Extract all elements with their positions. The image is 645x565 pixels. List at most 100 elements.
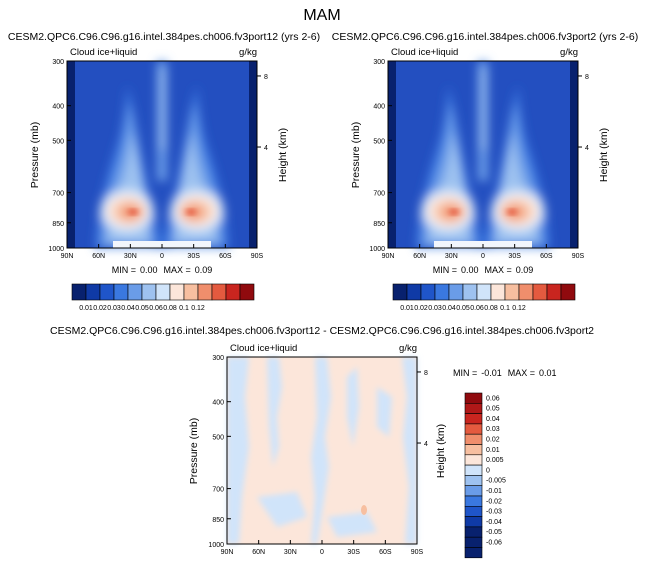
panel-3-colorbar-label: 0	[486, 467, 490, 474]
panel-1-colorbar-box	[197, 283, 213, 301]
panel-3-colorbar-label: 0.005	[486, 457, 504, 464]
panel-1-ytick-label: 700	[52, 191, 64, 198]
panel-2-y2tick-label: 4	[585, 145, 589, 152]
panel-3-colorbar-box	[464, 475, 483, 486]
panel-1-ytick-label: 500	[52, 138, 64, 145]
panel-3-ytick-label: 1000	[208, 542, 224, 549]
panel-1-y2tick-label: 8	[264, 74, 268, 81]
panel-3-ylabel: Pressure (mb)	[188, 418, 200, 485]
panel-3-colorbar-label: 0.03	[486, 426, 500, 433]
panel-2-colorbar-label: 0.02	[414, 305, 428, 312]
panel-2-xtick-label: 0	[481, 253, 485, 260]
panel-2-xtick-label: 60S	[540, 253, 553, 260]
panel-3-colorbar-box	[464, 536, 483, 548]
panel-3-colorbar-box	[464, 433, 483, 445]
panel-2-y2label: Height (km)	[598, 128, 610, 182]
panel-2-colorbar-box	[420, 283, 436, 301]
panel-1-colorbar-label: 0.02	[93, 305, 107, 312]
panel-2-stats: MIN = 0.00 MAX = 0.09	[433, 265, 534, 275]
panel-3-colorbar-box	[464, 413, 483, 425]
panel-3-colorbar-label: -0.06	[486, 540, 502, 547]
panel-2-ylabel: Pressure (mb)	[350, 122, 362, 189]
panel-2-colorbar-label: 0.04	[442, 305, 456, 312]
panel-2-ytick-label: 700	[373, 191, 385, 198]
panel-3-y2tick-label: 8	[424, 370, 428, 377]
panel-1-xtick-label: 60S	[219, 253, 232, 260]
panel-2-heatmap	[388, 61, 578, 248]
panel-2-xtick-label: 30N	[445, 253, 458, 260]
panel-2-colorbar-label: 0.06	[470, 305, 484, 312]
panel-3-colorbar: 0.06 0.05 0.04 0.03 0.02 0.01 0.005 0 -0.005 -0.0…	[464, 392, 506, 559]
panel-2-y2tick-label: 8	[585, 74, 589, 81]
panel-2-colorbar-box	[560, 283, 576, 301]
panel-2-colorbar-box	[532, 283, 548, 301]
panel-3-colorbar-box	[464, 464, 483, 476]
panel-3-y2-ticks: 84	[417, 370, 428, 448]
panel-2-colorbar-label: 0.1	[500, 305, 510, 312]
panel-3-xtick-label: 30S	[347, 549, 360, 556]
panel-2-ytick-label: 300	[373, 59, 385, 66]
panel-2-colorbar-box	[392, 283, 408, 301]
panel-1: CESM2.QPC6.C96.C96.g16.intel.384pes.ch00…	[8, 31, 320, 312]
panel-2-xtick-label: 90N	[382, 253, 395, 260]
panel-2-y-ticks: 300 400 500 700 850 1000	[369, 59, 392, 253]
panel-1-ytick-label: 400	[52, 104, 64, 111]
panel-2-y2-ticks: 84	[578, 74, 589, 152]
panel-3-ytick-label: 500	[212, 434, 224, 441]
panel-3-heatmap	[227, 357, 417, 544]
panel-2-colorbar-label: 0.08	[484, 305, 498, 312]
panel-1-xtick-label: 90N	[61, 253, 74, 260]
panel-2-colorbar-box	[518, 283, 534, 301]
panel-3-colorbar-label: -0.05	[486, 529, 502, 536]
panel-2-units: g/kg	[560, 47, 578, 58]
panel-1-colorbar: 0.01 0.02 0.03 0.04 0.05 0.06 0.08 0.1 0.12	[71, 283, 255, 312]
panel-1-xtick-label: 90S	[251, 253, 264, 260]
panel-2-ytick-label: 850	[373, 221, 385, 228]
panel-1-colorbar-box	[169, 283, 185, 301]
panel-1-xtick-label: 30S	[187, 253, 200, 260]
panel-3-ytick-label: 700	[212, 487, 224, 494]
panel-3-colorbar-box	[464, 505, 483, 517]
panel-2-colorbar-box	[476, 283, 492, 301]
panel-3-colorbar-label: 0.01	[486, 447, 500, 454]
panel-3-colorbar-label: 0.02	[486, 437, 500, 444]
panel-3-colorbar-box	[464, 423, 483, 435]
panel-1-colorbar-label: 0.1	[179, 305, 189, 312]
panel-3-colorbar-label: 0.04	[486, 416, 500, 423]
panel-1-colorbar-label: 0.12	[191, 305, 205, 312]
panel-1-title: CESM2.QPC6.C96.C96.g16.intel.384pes.ch00…	[8, 31, 320, 43]
panel-2-colorbar-box	[546, 283, 562, 301]
panel-2-xtick-label: 60N	[413, 253, 426, 260]
panel-1-colorbar-box	[141, 283, 157, 301]
panel-3-colorbar-box	[464, 516, 483, 528]
panel-2-colorbar-box	[490, 283, 506, 301]
panel-3-x-ticks: 90N 60N 30N 0 30S 60S 90S	[221, 540, 424, 556]
panel-1-stats: MIN = 0.00 MAX = 0.09	[112, 265, 213, 275]
panel-3-y-ticks: 300 400 500 700 850 1000	[208, 355, 231, 549]
panel-3-colorbar-box	[464, 485, 483, 497]
panel-3-y2tick-label: 4	[424, 441, 428, 448]
panel-3-stats: MIN = -0.01 MAX = 0.01	[453, 368, 557, 378]
panel-3-y2label: Height (km)	[435, 424, 447, 478]
panel-1-xtick-label: 60N	[92, 253, 105, 260]
panel-3-colorbar-label: -0.04	[486, 519, 502, 526]
panel-3-colorbar-box	[464, 526, 483, 538]
panel-1-y2tick-label: 4	[264, 145, 268, 152]
panel-2-colorbar-label: 0.03	[428, 305, 442, 312]
panel-1-colorbar-box	[85, 283, 101, 301]
panel-3-colorbar-label: 0.05	[486, 406, 500, 413]
panel-1-colorbar-label: 0.03	[107, 305, 121, 312]
panel-1-colorbar-box	[155, 283, 171, 301]
panel-2-colorbar-label: 0.05	[456, 305, 470, 312]
panel-1-x-ticks: 90N 60N 30N 0 30S 60S 90S	[61, 244, 264, 260]
panel-1-colorbar-label: 0.06	[149, 305, 163, 312]
panel-2-colorbar-box	[434, 283, 450, 301]
panel-1-colorbar-box	[99, 283, 115, 301]
panel-3-colorbar-box	[464, 495, 483, 507]
panel-3-units: g/kg	[399, 343, 417, 354]
panel-3-colorbar-label: -0.01	[486, 488, 502, 495]
panel-2-colorbar-box	[406, 283, 422, 301]
panel-1-ylabel: Pressure (mb)	[29, 122, 41, 189]
panel-3-xtick-label: 60N	[252, 549, 265, 556]
